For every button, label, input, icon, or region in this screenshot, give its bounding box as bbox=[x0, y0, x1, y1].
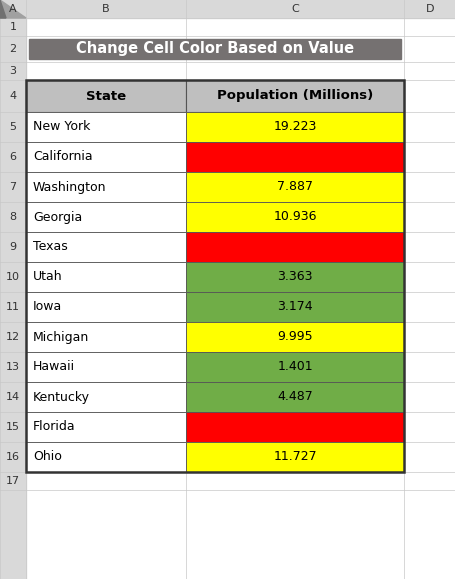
Bar bbox=[26, 322, 186, 352]
Text: 9.995: 9.995 bbox=[277, 331, 312, 343]
Text: 15: 15 bbox=[6, 422, 20, 432]
Bar bbox=[186, 382, 403, 412]
Bar bbox=[26, 80, 186, 112]
Bar bbox=[26, 80, 403, 472]
Bar bbox=[186, 322, 403, 352]
Text: Kentucky: Kentucky bbox=[33, 390, 90, 404]
Text: 7.887: 7.887 bbox=[276, 181, 312, 193]
Polygon shape bbox=[0, 0, 26, 18]
Text: A: A bbox=[9, 4, 17, 14]
Text: 1: 1 bbox=[10, 22, 16, 32]
Text: C: C bbox=[290, 4, 298, 14]
Text: Ohio: Ohio bbox=[33, 450, 62, 464]
Text: 4.487: 4.487 bbox=[277, 390, 312, 404]
Bar bbox=[186, 262, 403, 292]
Text: 6: 6 bbox=[10, 152, 16, 162]
Bar bbox=[26, 292, 186, 322]
Bar bbox=[186, 172, 403, 202]
Bar bbox=[186, 202, 403, 232]
Text: 2: 2 bbox=[10, 44, 16, 54]
Text: 16: 16 bbox=[6, 452, 20, 462]
Bar bbox=[26, 112, 186, 142]
Text: 10.936: 10.936 bbox=[273, 211, 316, 223]
Bar bbox=[26, 382, 186, 412]
Text: 14: 14 bbox=[6, 392, 20, 402]
Bar bbox=[26, 232, 186, 262]
Text: Washington: Washington bbox=[33, 181, 106, 193]
Bar bbox=[26, 142, 186, 172]
Text: D: D bbox=[425, 4, 433, 14]
Text: 8: 8 bbox=[10, 212, 16, 222]
Text: 22.177: 22.177 bbox=[273, 420, 316, 434]
Text: 3: 3 bbox=[10, 66, 16, 76]
Text: 10: 10 bbox=[6, 272, 20, 282]
Bar bbox=[186, 442, 403, 472]
Text: 17: 17 bbox=[6, 476, 20, 486]
Bar bbox=[26, 442, 186, 472]
Text: New York: New York bbox=[33, 120, 90, 134]
Text: California: California bbox=[33, 151, 92, 163]
Text: Population (Millions): Population (Millions) bbox=[217, 90, 372, 102]
Text: Texas: Texas bbox=[33, 240, 68, 254]
Bar bbox=[26, 172, 186, 202]
Text: State: State bbox=[86, 90, 126, 102]
Text: 30.097: 30.097 bbox=[273, 240, 316, 254]
Text: 3.174: 3.174 bbox=[277, 301, 312, 313]
Text: Iowa: Iowa bbox=[33, 301, 62, 313]
Bar bbox=[26, 262, 186, 292]
Text: 5: 5 bbox=[10, 122, 16, 132]
Bar bbox=[186, 232, 403, 262]
Text: Florida: Florida bbox=[33, 420, 76, 434]
Text: 7: 7 bbox=[10, 182, 16, 192]
Bar bbox=[186, 112, 403, 142]
Bar bbox=[186, 412, 403, 442]
Text: Michigan: Michigan bbox=[33, 331, 89, 343]
Bar bbox=[186, 352, 403, 382]
Bar bbox=[0, 0, 455, 18]
Text: Utah: Utah bbox=[33, 270, 62, 284]
Text: 11.727: 11.727 bbox=[273, 450, 316, 464]
Bar bbox=[26, 412, 186, 442]
Text: 13: 13 bbox=[6, 362, 20, 372]
Text: Georgia: Georgia bbox=[33, 211, 82, 223]
Text: Hawaii: Hawaii bbox=[33, 361, 75, 373]
Text: 12: 12 bbox=[6, 332, 20, 342]
Bar bbox=[186, 80, 403, 112]
Text: 4: 4 bbox=[10, 91, 16, 101]
Bar bbox=[26, 352, 186, 382]
Text: 3.363: 3.363 bbox=[277, 270, 312, 284]
Text: 11: 11 bbox=[6, 302, 20, 312]
Polygon shape bbox=[0, 0, 6, 18]
Text: 19.223: 19.223 bbox=[273, 120, 316, 134]
Text: Change Cell Color Based on Value: Change Cell Color Based on Value bbox=[76, 42, 353, 57]
Text: 1.401: 1.401 bbox=[277, 361, 312, 373]
Text: B: B bbox=[102, 4, 110, 14]
Bar bbox=[29, 39, 400, 59]
Text: 39.664: 39.664 bbox=[273, 151, 316, 163]
Bar bbox=[186, 142, 403, 172]
Bar bbox=[186, 292, 403, 322]
Bar bbox=[26, 202, 186, 232]
Bar bbox=[0, 18, 26, 579]
Text: 9: 9 bbox=[10, 242, 16, 252]
